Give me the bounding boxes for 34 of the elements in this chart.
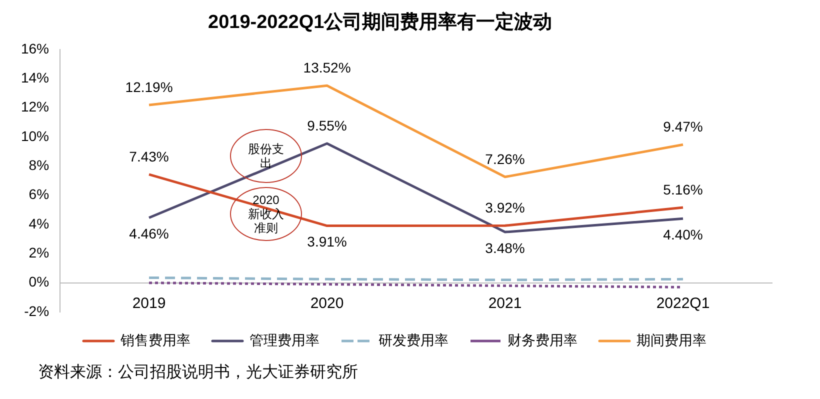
chart-title: 2019-2022Q1公司期间费用率有一定波动 [207, 10, 554, 35]
legend-label: 财务费用率 [508, 332, 578, 348]
text: 资料来源：公司招股说明书，光大证券研究所 [37, 362, 359, 383]
y-tick-label: -2% [24, 302, 50, 319]
data-label: 12.19% [125, 78, 173, 95]
data-label: 3.92% [485, 199, 525, 216]
y-tick-label: 4% [28, 215, 50, 232]
data-label: 7.43% [129, 148, 169, 164]
data-label: 9.47% [663, 118, 703, 135]
x-tick-label: 2022Q1 [656, 294, 710, 312]
data-label: 4.40% [663, 226, 703, 242]
y-tick-label: 6% [28, 186, 50, 202]
y-tick-label: 0% [28, 274, 50, 290]
data-label: 9.55% [307, 117, 347, 134]
x-tick-label: 2019 [132, 294, 166, 312]
x-tick-label: 2021 [488, 294, 522, 312]
y-tick-label: 10% [20, 128, 50, 144]
data-label: 7.26% [485, 150, 525, 167]
y-tick-label: 16% [20, 40, 50, 56]
data-label: 3.48% [485, 240, 525, 256]
data-label: 5.16% [663, 181, 703, 198]
data-label: 13.52% [303, 59, 351, 76]
x-tick-label: 2020 [310, 294, 344, 312]
legend-label: 研发费用率 [378, 332, 448, 348]
data-label: 3.91% [307, 234, 347, 250]
annotation: 股份支出 [248, 142, 284, 170]
data-label: 4.46% [129, 226, 169, 242]
y-tick-label: 8% [28, 156, 50, 173]
y-tick-label: 14% [20, 69, 50, 86]
y-tick-label: 2% [28, 244, 50, 261]
y-tick-label: 12% [20, 98, 50, 115]
legend-label: 销售费用率 [120, 332, 190, 348]
legend-label: 期间费用率 [636, 332, 706, 348]
legend-label: 管理费用率 [250, 332, 320, 348]
